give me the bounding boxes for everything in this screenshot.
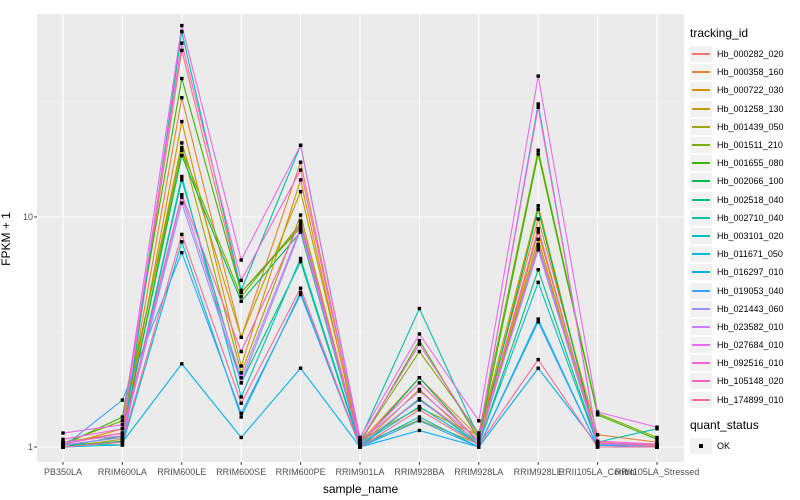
x-tick-label: RRIM600LE — [157, 467, 207, 477]
legend-key-swatch — [690, 282, 712, 299]
legend-item: Hb_027684_010 — [690, 336, 798, 354]
legend-item-label: Hb_001511_210 — [717, 140, 783, 151]
x-tick-label: RRIM928LA — [454, 467, 504, 477]
legend-item-label: Hb_016297_010 — [717, 267, 784, 278]
legend-key-swatch — [690, 100, 712, 117]
legend-key-swatch — [690, 373, 712, 390]
legend-item-label: Hb_001655_080 — [717, 158, 784, 169]
legend-key-swatch — [690, 355, 712, 372]
legend-item-label: Hb_001439_050 — [717, 121, 784, 132]
legend-title: tracking_id — [690, 26, 749, 40]
legend-item: Hb_000282_020 — [690, 45, 798, 63]
x-tick-label: RRIM600SE — [216, 467, 267, 477]
x-tick-label: RRIM600LA — [97, 467, 147, 477]
legend-item-label: Hb_000358_160 — [717, 67, 784, 78]
x-tick-label: RRIM901LA — [335, 467, 385, 477]
legend-item-label: Hb_002710_040 — [717, 212, 784, 223]
legend-tracking-id: tracking_id Hb_000282_020 Hb_000358_160 … — [690, 26, 798, 455]
legend-item-label: Hb_023582_010 — [717, 321, 784, 332]
quant-ok-marker-icon — [690, 437, 712, 454]
legend-item-label: Hb_092516_010 — [717, 358, 784, 369]
legend-key-swatch — [690, 46, 712, 63]
legend-key-swatch — [690, 337, 712, 354]
legend-item: Hb_002066_100 — [690, 172, 798, 190]
x-tick-label: RRII105LA_Control — [558, 467, 637, 477]
legend-item: Hb_001439_050 — [690, 118, 798, 136]
x-axis-title: sample_name — [322, 482, 399, 496]
legend-item-label: Hb_011671_050 — [717, 249, 783, 260]
legend-item: Hb_001258_130 — [690, 100, 798, 118]
legend-item-label: Hb_000282_020 — [717, 49, 784, 60]
x-tick-label: RRIM928LE — [513, 467, 563, 477]
x-tick-label: RRIM928BA — [394, 467, 445, 477]
legend-key-swatch — [690, 191, 712, 208]
legend-key-swatch — [690, 155, 712, 172]
x-tick-label: RRII105LA_Stressed — [614, 467, 700, 477]
legend-item: Hb_000358_160 — [690, 63, 798, 81]
legend-key-swatch — [690, 227, 712, 244]
legend-item-label: Hb_105148_020 — [717, 376, 784, 387]
legend-item: Hb_001655_080 — [690, 154, 798, 172]
legend-item-label: Hb_027684_010 — [717, 340, 784, 351]
legend-item: Hb_019053_040 — [690, 281, 798, 299]
legend-key-swatch — [690, 300, 712, 317]
legend-key-swatch — [690, 173, 712, 190]
legend-key-swatch — [690, 64, 712, 81]
legend-item: Hb_105148_020 — [690, 372, 798, 390]
legend-item: Hb_023582_010 — [690, 318, 798, 336]
legend-item: Hb_016297_010 — [690, 263, 798, 281]
legend-key-swatch — [690, 82, 712, 99]
legend-title: quant_status — [690, 417, 759, 432]
legend-item-label: Hb_001258_130 — [717, 103, 784, 114]
legend-item: Hb_001511_210 — [690, 136, 798, 154]
x-tick-label: PB350LA — [43, 467, 83, 477]
legend-key-swatch — [690, 264, 712, 281]
legend-quant-status: quant_status OK — [690, 418, 798, 455]
legend-item-label: Hb_021443_060 — [717, 303, 784, 314]
legend-key-swatch — [690, 137, 712, 154]
legend-item: Hb_021443_060 — [690, 300, 798, 318]
legend-item: Hb_002518_040 — [690, 191, 798, 209]
legend-key-swatch — [690, 318, 712, 335]
legend-item: Hb_092516_010 — [690, 354, 798, 372]
legend-key-swatch — [690, 391, 712, 408]
legend-item-label: Hb_019053_040 — [717, 285, 784, 296]
legend-item: Hb_174899_010 — [690, 391, 798, 409]
y-tick-label: 10 — [22, 212, 33, 222]
legend-item: Hb_002710_040 — [690, 209, 798, 227]
y-tick-label: 1 — [27, 442, 33, 452]
legend-item-label: Hb_003101_020 — [717, 230, 784, 241]
legend-item: Hb_011671_050 — [690, 245, 798, 263]
legend-item: Hb_003101_020 — [690, 227, 798, 245]
legend-key-swatch — [690, 209, 712, 226]
legend-item-label: Hb_002066_100 — [717, 176, 784, 187]
legend-item-label: Hb_002518_040 — [717, 194, 784, 205]
legend-key-swatch — [690, 118, 712, 135]
legend-item: Hb_000722_030 — [690, 81, 798, 99]
legend-item-label: Hb_174899_010 — [717, 394, 784, 405]
legend-item-label: Hb_000722_030 — [717, 85, 784, 96]
x-tick-label: RRIM600PE — [275, 467, 326, 477]
legend-key-swatch — [690, 246, 712, 263]
legend-item: OK — [690, 437, 798, 455]
legend-item-label: OK — [717, 440, 731, 451]
